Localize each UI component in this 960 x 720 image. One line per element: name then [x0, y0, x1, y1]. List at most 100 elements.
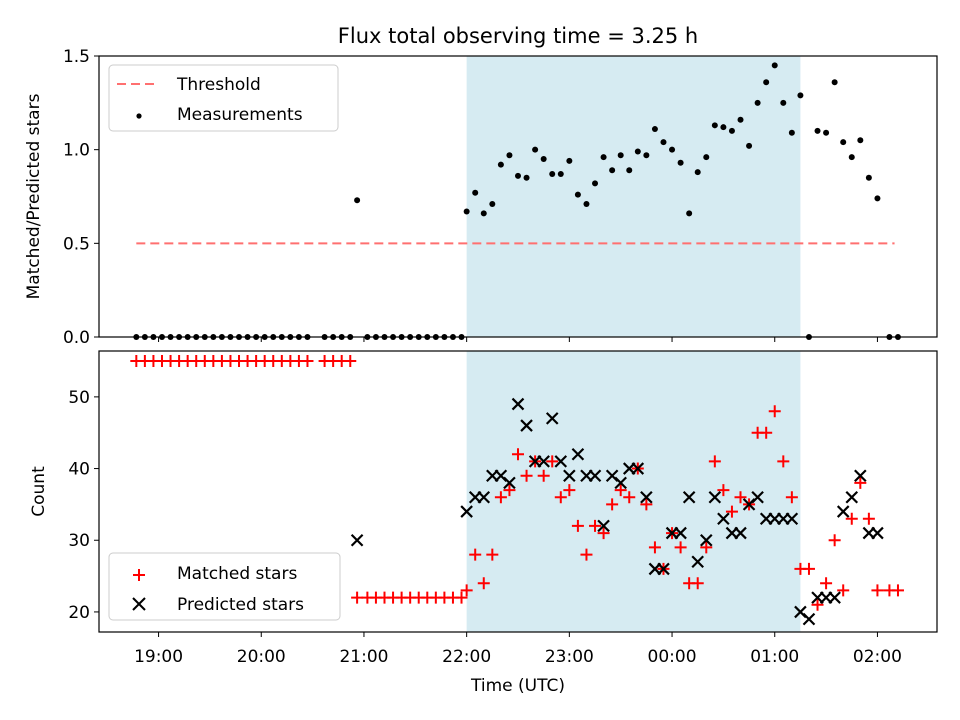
bottom-x-ticks: 19:00 20:00 21:00 22:00 23:00 00:00 01:00 02:00: [134, 632, 902, 667]
legend-threshold-label: Threshold: [176, 75, 261, 95]
measurement-point: [651, 126, 658, 133]
observing-span: [466, 351, 801, 632]
legend-box: [108, 64, 339, 132]
matched-star-point: [871, 584, 884, 597]
matched-star-point: [546, 455, 559, 468]
measurement-point: [797, 92, 804, 99]
matched-star-point: [648, 541, 661, 554]
measurement-point: [694, 169, 701, 176]
matched-star-point: [351, 591, 364, 604]
measurement-point: [643, 152, 650, 159]
measurement-point: [557, 171, 564, 178]
measurement-point: [497, 161, 504, 168]
predicted-star-point: [682, 490, 696, 504]
matched-star-point: [554, 491, 567, 504]
predicted-star-point: [350, 533, 364, 547]
measurement-point: [669, 146, 676, 153]
measurement-point: [720, 124, 727, 131]
predicted-star-point: [699, 533, 713, 547]
predicted-star-point: [477, 490, 491, 504]
measurement-point: [660, 139, 667, 146]
matched-star-point: [486, 548, 499, 561]
bottom-ytick-label: 30: [68, 531, 90, 551]
measurement-point: [634, 148, 641, 155]
matched-star-point: [606, 498, 619, 511]
measurement-point: [857, 137, 864, 144]
matched-star-point: [571, 519, 584, 532]
measurement-point: [592, 180, 599, 187]
matched-star-point: [708, 455, 721, 468]
bottom-y-ticks: 20 30 40 50: [68, 388, 99, 623]
measurement-point: [711, 122, 718, 129]
matched-star-point: [700, 541, 713, 554]
bottom-ytick-label: 40: [68, 460, 90, 480]
top-x-ticks: [158, 337, 878, 342]
matched-star-point: [494, 491, 507, 504]
predicted-star-point: [734, 526, 747, 540]
measurement-point: [840, 139, 847, 146]
predicted-star-point: [571, 447, 585, 461]
predicted-star-point: [871, 526, 884, 540]
predicted-stars-points: [350, 397, 884, 626]
matched-star-point: [777, 455, 790, 468]
matched-star-point: [580, 548, 593, 561]
bottom-legend: Matched stars Predicted stars: [108, 552, 341, 621]
matched-star-point: [734, 491, 747, 504]
matched-star-point: [563, 484, 576, 497]
matched-star-point: [802, 562, 815, 575]
predicted-star-point: [785, 512, 799, 526]
xtick-label: 02:00: [853, 647, 902, 667]
predicted-star-point: [691, 555, 704, 569]
predicted-star-point: [828, 591, 841, 604]
predicted-star-point: [597, 519, 610, 533]
predicted-star-point: [563, 469, 576, 483]
matched-star-point: [597, 527, 610, 540]
matched-star-point: [768, 405, 781, 418]
measurement-point: [472, 189, 479, 196]
measurement-point: [763, 79, 770, 86]
measurement-point: [463, 208, 470, 215]
measurement-point: [515, 172, 521, 179]
measurement-point: [523, 174, 530, 181]
measurement-point: [354, 197, 361, 204]
bottom-ytick-label: 20: [68, 603, 90, 623]
measurement-point: [540, 156, 547, 163]
measurement-point: [600, 154, 607, 161]
matched-star-point: [837, 584, 850, 597]
xtick-label: 22:00: [442, 647, 491, 667]
measurement-point: [874, 195, 881, 202]
top-ytick-label: 0.5: [63, 234, 90, 254]
matched-star-point: [640, 498, 653, 511]
xtick-label: 20:00: [237, 647, 286, 667]
predicted-star-point: [751, 490, 764, 504]
measurement-point: [848, 154, 855, 161]
measurement-point: [865, 174, 872, 181]
measurement-point: [626, 167, 633, 174]
predicted-star-point: [657, 562, 670, 576]
predicted-star-point: [640, 490, 653, 504]
predicted-star-point: [554, 455, 568, 468]
predicted-star-point: [503, 476, 516, 490]
measurement-point: [480, 210, 487, 217]
measurement-point: [489, 200, 496, 207]
measurement-point: [532, 146, 539, 153]
matched-star-point: [845, 512, 858, 525]
matched-star-point: [811, 598, 824, 611]
predicted-star-point: [511, 397, 525, 411]
predicted-star-point: [836, 505, 850, 518]
top-axes-frame: [98, 55, 938, 338]
measurement-point: [814, 127, 821, 134]
xtick-label: 00:00: [648, 647, 697, 667]
matched-star-point: [674, 541, 687, 554]
predicted-star-point: [460, 505, 473, 518]
top-ytick-label: 1.5: [63, 47, 90, 67]
matched-star-point: [820, 577, 833, 590]
matched-star-point: [891, 584, 904, 597]
matched-star-point: [589, 519, 602, 532]
measurement-point: [677, 159, 684, 166]
measurement-point: [831, 79, 838, 86]
matched-star-point: [460, 584, 473, 597]
measurement-point: [746, 142, 753, 149]
predicted-star-point: [708, 490, 722, 504]
